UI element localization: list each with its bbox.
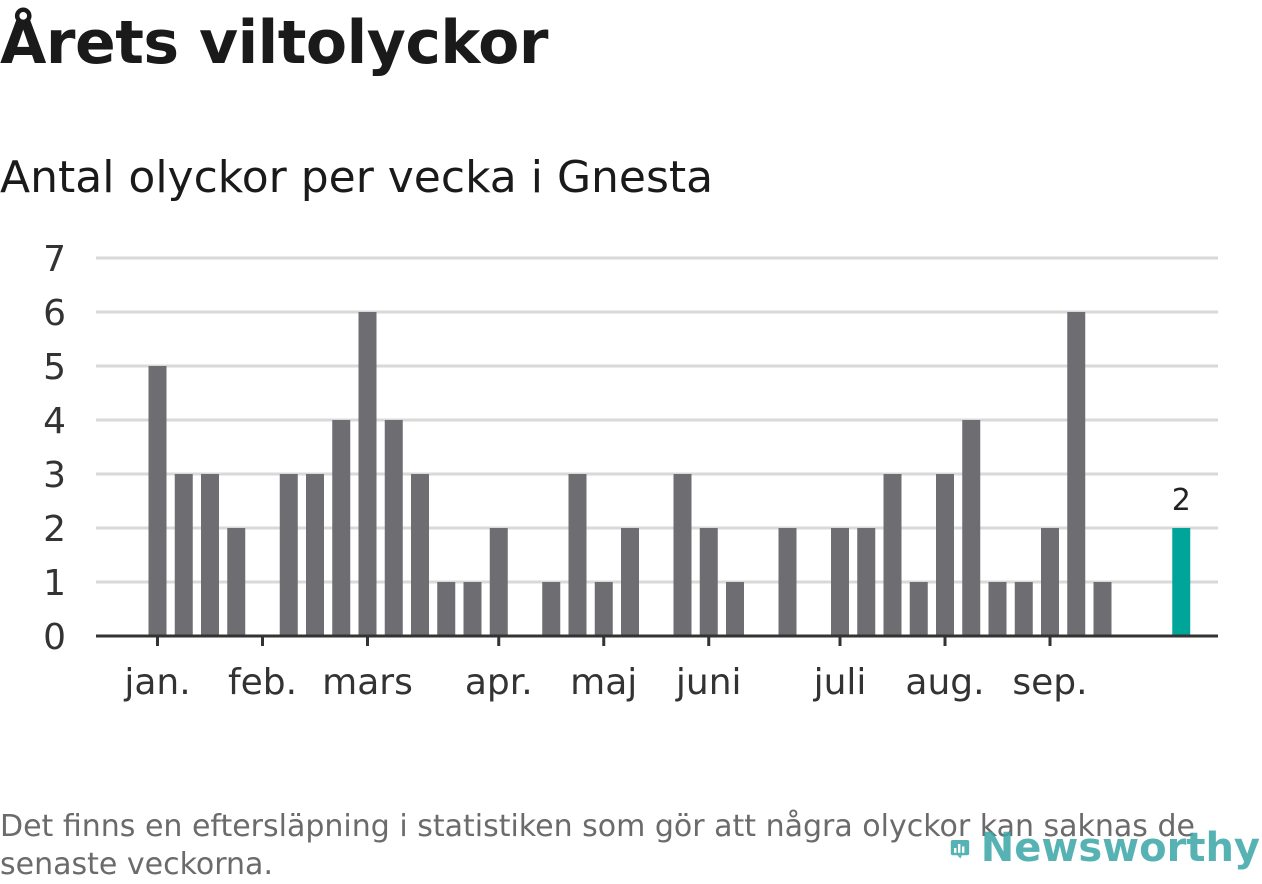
- bar-week-25: [726, 582, 744, 636]
- bar-week-20: [594, 582, 613, 636]
- last-bar-value-label: 2: [1172, 483, 1191, 518]
- x-tick-label-aug: aug.: [905, 662, 984, 703]
- bar-week-30: [857, 528, 876, 636]
- x-tick-label-jan: jan.: [123, 662, 190, 703]
- x-tick-label-juli: juli: [813, 662, 867, 703]
- bar-week-5: [201, 474, 219, 636]
- x-tick-label-juni: juni: [675, 662, 742, 703]
- bar-week-9: [306, 474, 324, 636]
- bar-chart-icon: [950, 840, 970, 859]
- bar-week-15: [463, 582, 482, 636]
- bar-week-31: [883, 474, 902, 636]
- bar-week-16: [489, 528, 508, 636]
- bar-week-39: [1093, 582, 1112, 636]
- newsworthy-logo: Newsworthy: [950, 818, 1260, 878]
- bar-week-36: [1014, 582, 1033, 636]
- y-tick-label-6: 6: [43, 293, 66, 334]
- x-tick-label-sep: sep.: [1012, 662, 1087, 703]
- bar-week-23: [673, 474, 692, 636]
- bar-week-35: [988, 582, 1007, 636]
- bar-week-4: [174, 474, 193, 636]
- x-axis: [96, 634, 1218, 646]
- y-tick-label-3: 3: [43, 455, 66, 496]
- chart-title: Årets viltolyckor: [0, 8, 549, 78]
- y-tick-label-0: 0: [43, 617, 66, 658]
- x-tick-label-apr: apr.: [465, 662, 533, 703]
- bar-week-3: [148, 366, 167, 636]
- y-tick-label-2: 2: [43, 509, 66, 550]
- bar-week-32: [909, 582, 928, 636]
- bar-week-33: [936, 474, 954, 636]
- logo-text: Newsworthy: [980, 825, 1260, 871]
- bar-chart: 0 1 2 3 4 5 6 7 2 jan. feb. mars apr. maj juni juli aug.…: [43, 239, 1218, 703]
- bars: [148, 312, 1191, 636]
- y-tick-label-5: 5: [43, 347, 66, 388]
- y-tick-label-1: 1: [43, 563, 66, 604]
- bar-week-10: [332, 420, 351, 636]
- bar-week-18: [542, 582, 561, 636]
- bar-week-13: [411, 474, 429, 636]
- axis-labels: 0 1 2 3 4 5 6 7 2 jan. feb. mars apr. maj juni juli aug.…: [43, 239, 1191, 703]
- y-tick-label-4: 4: [43, 401, 66, 442]
- x-tick-label-feb: feb.: [228, 662, 297, 703]
- bar-week-29: [831, 528, 849, 636]
- bar-week-42: [1172, 528, 1191, 636]
- bar-week-12: [384, 420, 403, 636]
- x-tick-label-mars: mars: [322, 662, 413, 703]
- bar-week-11: [358, 312, 377, 636]
- bar-week-34: [962, 420, 981, 636]
- bar-week-6: [227, 528, 246, 636]
- bar-week-27: [778, 528, 797, 636]
- bar-week-14: [437, 582, 456, 636]
- bar-week-8: [279, 474, 298, 636]
- bar-week-24: [699, 528, 718, 636]
- bar-week-19: [568, 474, 587, 636]
- bar-week-38: [1067, 312, 1086, 636]
- bar-week-37: [1041, 528, 1059, 636]
- y-tick-label-7: 7: [43, 239, 66, 280]
- x-tick-label-maj: maj: [570, 662, 637, 703]
- footnote: Det finns en eftersläpning i statistiken…: [0, 809, 1195, 882]
- chart-subtitle: Antal olyckor per vecka i Gnesta: [0, 152, 714, 203]
- bar-week-21: [621, 528, 639, 636]
